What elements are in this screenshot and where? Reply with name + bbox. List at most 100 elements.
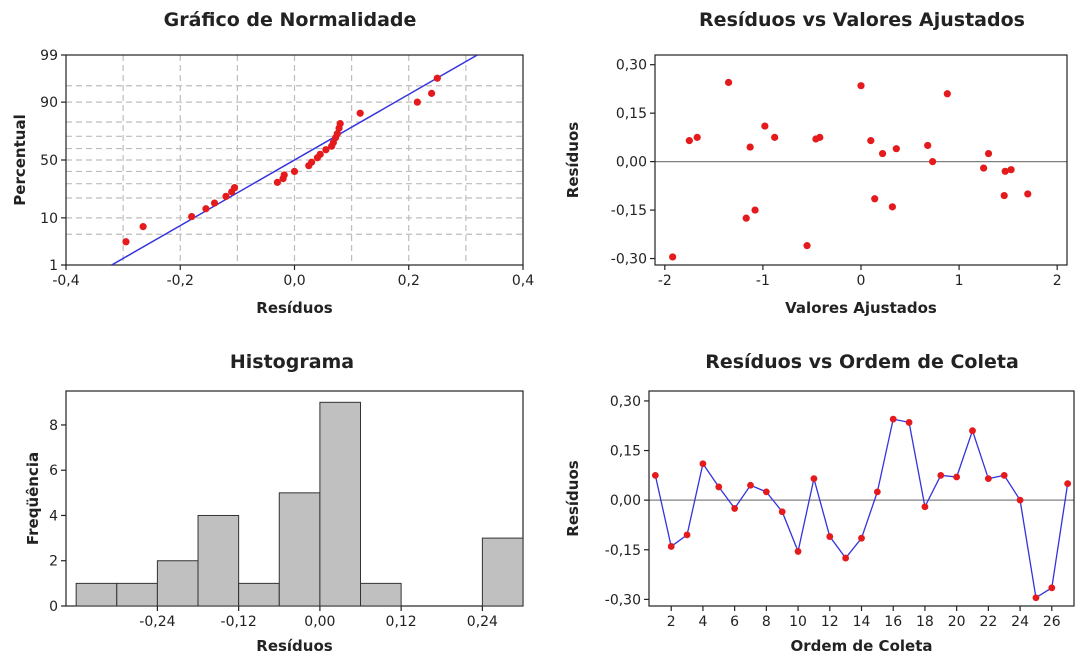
data-point (1048, 584, 1056, 592)
x-tick-label: 2 (1053, 273, 1062, 289)
data-point (356, 109, 364, 117)
data-point (1064, 480, 1072, 488)
histogram-bar (481, 537, 524, 607)
x-tick-label: 0,0 (283, 273, 305, 289)
data-point (273, 178, 281, 186)
chart-title: Histograma (230, 351, 354, 373)
data-point (669, 253, 677, 261)
fit-line (111, 55, 478, 265)
data-point (889, 415, 897, 423)
x-tick-label: -0,4 (52, 273, 79, 289)
data-point (858, 534, 865, 542)
data-point (693, 133, 701, 141)
y-tick-label: 0,00 (610, 493, 641, 509)
data-point (1016, 496, 1024, 504)
x-tick-label: 18 (916, 614, 934, 630)
data-point (1001, 167, 1009, 175)
data-point (929, 158, 937, 166)
data-point (953, 473, 961, 481)
x-tick-label: -1 (756, 273, 770, 289)
x-tick-label: 8 (762, 614, 771, 630)
x-tick-label: 2 (667, 614, 676, 630)
data-point (842, 554, 850, 562)
x-tick-label: -0,24 (139, 614, 175, 630)
chart-title: Resíduos vs Ordem de Coleta (705, 351, 1019, 373)
data-point (699, 460, 707, 468)
y-tick-label: 0,00 (616, 155, 647, 171)
data-point (222, 192, 230, 200)
histogram-bar (75, 582, 118, 607)
x-axis-label: Resíduos (256, 637, 333, 655)
data-point (413, 98, 421, 106)
data-point (937, 471, 945, 479)
y-axis-label: Freqüência (24, 452, 42, 545)
data-point (683, 531, 691, 539)
data-point (857, 82, 865, 90)
x-tick-label: 1 (955, 273, 964, 289)
histogram-bar (319, 401, 362, 607)
data-point (761, 122, 769, 130)
x-tick-label: -2 (658, 273, 672, 289)
data-point (943, 90, 951, 98)
data-point (280, 171, 288, 179)
chart-panel-1: Gráfico de Normalidade -0,4 -0,2 0,0 0,2 0,4 1… (11, 9, 534, 317)
y-axis-label: Percentual (11, 114, 29, 205)
x-axis-label: Resíduos (256, 299, 333, 317)
x-tick-label: 22 (979, 614, 997, 630)
data-point (316, 150, 324, 158)
data-point (873, 488, 881, 496)
y-tick-label: -0,30 (605, 592, 641, 608)
y-tick-label: 4 (49, 508, 58, 524)
y-tick-label: 8 (49, 418, 58, 434)
data-point (746, 143, 754, 151)
data-point (667, 543, 675, 550)
data-point (202, 205, 210, 213)
x-tick-label: 26 (1043, 614, 1061, 630)
data-point (905, 419, 913, 426)
y-tick-label: 6 (49, 463, 58, 479)
x-tick-label: 0,00 (304, 614, 335, 630)
data-point (230, 184, 239, 192)
data-point (433, 74, 441, 82)
y-tick-label: 0,30 (616, 58, 647, 74)
data-point (984, 475, 992, 483)
data-point (1032, 594, 1040, 602)
data-point (1000, 471, 1008, 479)
histogram-bar (238, 582, 280, 607)
y-tick-label: -0,15 (611, 203, 647, 219)
data-point (816, 133, 824, 141)
data-point (333, 130, 341, 138)
y-tick-label: 90 (40, 95, 58, 111)
y-tick-label: 0,15 (610, 444, 641, 460)
chart-title: Resíduos vs Valores Ajustados (699, 9, 1025, 31)
y-tick-label: 1 (49, 258, 58, 274)
x-tick-label: 10 (789, 614, 807, 630)
x-tick-label: 4 (698, 614, 707, 630)
data-point (685, 137, 693, 145)
y-tick-label: -0,30 (611, 252, 647, 268)
x-tick-label: 0,2 (398, 273, 420, 289)
data-point (122, 238, 130, 246)
x-axis-label: Ordem de Coleta (791, 637, 933, 655)
x-tick-label: 20 (948, 614, 966, 630)
data-point (336, 120, 344, 128)
y-tick-label: 99 (40, 48, 58, 64)
data-point (778, 508, 786, 516)
data-point (892, 145, 900, 153)
x-tick-label: -0,2 (167, 273, 194, 289)
histogram-bar (360, 582, 402, 607)
y-tick-label: 0,30 (610, 394, 641, 410)
data-point (867, 137, 875, 145)
y-tick-label: 0 (49, 599, 58, 615)
x-tick-label: 0,4 (512, 273, 534, 289)
data-point (984, 149, 993, 158)
x-tick-label: 6 (730, 614, 739, 630)
data-point (308, 158, 316, 166)
data-point (651, 471, 659, 479)
data-point (188, 212, 196, 221)
histogram-bar (156, 560, 199, 607)
data-point (826, 533, 834, 540)
data-point (980, 164, 988, 172)
